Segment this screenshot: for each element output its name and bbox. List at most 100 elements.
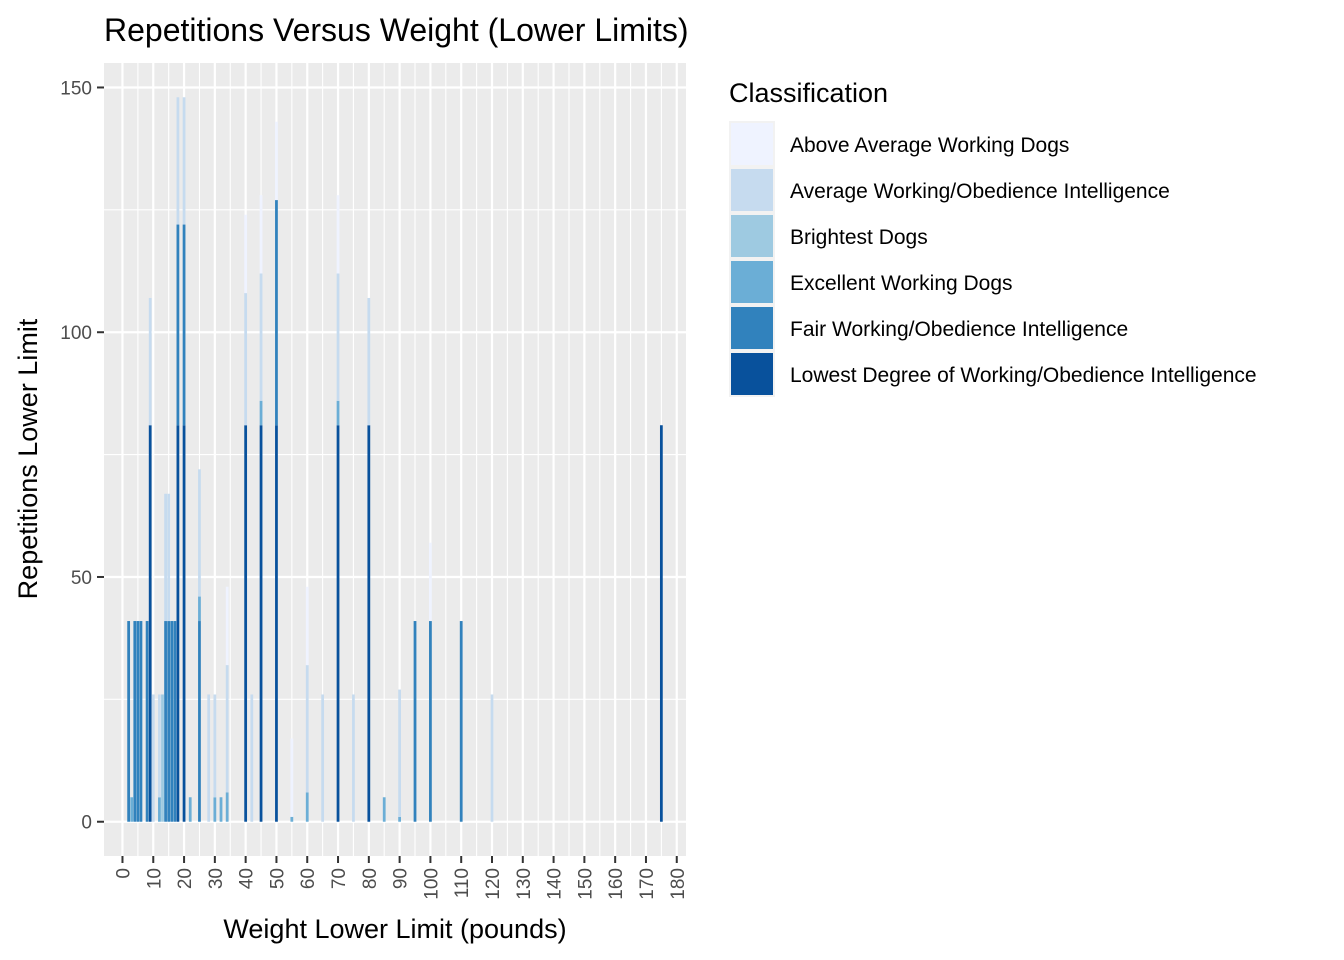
bar-segment [161,694,164,822]
bar-segment [148,297,152,426]
bar-segment [136,621,140,822]
x-tick-label: 180 [668,868,689,900]
bar-segment [207,694,211,822]
bar-segment [244,293,248,426]
bar-segment [182,97,186,225]
bar-segment [259,195,263,274]
legend-label: Fair Working/Obedience Intelligence [790,318,1128,341]
x-tick-label: 90 [391,868,412,889]
bar-segment [198,596,201,622]
x-tick-label: 150 [575,868,596,900]
legend-key [731,215,773,257]
bar-segment [219,797,223,822]
bar-segment [198,621,201,822]
legend-key [731,261,773,303]
bar-segment [429,542,432,622]
bar-segment [167,621,171,822]
x-tick-label: 110 [452,868,473,898]
bar-segment [173,621,177,822]
x-tick-label: 70 [329,868,350,889]
bar-segment [490,694,494,822]
bar-segment [259,273,263,401]
legend-title: Classification [729,78,888,108]
legend-label: Above Average Working Dogs [790,134,1069,157]
legend-key [731,169,773,211]
y-axis: 0 50 100 150 [60,78,104,834]
bar-segment [158,797,161,822]
bar-segment [176,425,180,822]
plot-panel [104,63,686,856]
bar-segment [367,425,371,822]
chart-title: Repetitions Versus Weight (Lower Limits) [104,12,689,48]
bar-segment [213,694,217,798]
legend-key [731,353,773,395]
y-axis-title: Repetitions Lower Limit [13,318,43,599]
bar-segment [352,694,355,822]
x-tick-label: 50 [267,868,288,889]
x-axis-title: Weight Lower Limit (pounds) [223,914,566,944]
x-tick-label: 60 [298,868,319,889]
x-tick-label: 120 [483,868,504,900]
bar-segment [182,224,186,426]
bar-segment [275,425,278,822]
bar-segment [225,586,229,666]
bar-segment [225,665,229,793]
x-tick-label: 20 [175,868,196,889]
bar-segment [145,621,149,822]
bar-segment [336,425,340,822]
y-tick-label: 0 [81,813,92,834]
bar-segment [213,797,217,822]
bar-segment [244,425,248,822]
x-tick-label: 130 [514,868,535,900]
bar-segment [139,621,143,822]
bar-segment [176,224,180,426]
bar-segment [244,214,248,294]
bar-segment [429,621,432,822]
bar-segment [259,400,263,426]
bar-segment [259,425,263,822]
bar-segment [321,694,325,822]
legend-key [731,123,773,165]
bar-segment [398,689,402,817]
x-tick-label: 10 [144,868,165,889]
bar-segment [176,97,180,225]
bar-segment [158,694,161,798]
bar-segment [275,200,278,426]
legend-key [731,307,773,349]
bar-segment [148,425,152,822]
bar-segment [336,400,340,426]
legend-label: Brightest Dogs [790,226,928,249]
bar-segment [413,621,417,822]
legend-label: Lowest Degree of Working/Obedience Intel… [790,364,1257,387]
x-tick-label: 140 [545,868,566,900]
bar-segment [290,738,294,817]
x-tick-label: 160 [606,868,627,900]
bar-segment [305,665,309,793]
bar-segment [198,469,201,597]
bar-segment [164,493,167,622]
bar-segment [382,797,386,822]
y-tick-label: 100 [60,323,92,344]
bar-segment [336,195,340,274]
x-tick-label: 30 [206,868,227,889]
bar-segment [398,816,402,822]
x-tick-label: 100 [421,868,442,900]
bar-segment [305,792,309,822]
x-tick-label: 0 [113,868,134,879]
bar-segment [127,621,131,822]
bar-segment [167,493,171,622]
bar-segment [459,621,463,822]
bar-segment [133,621,137,822]
x-tick-label: 80 [360,868,381,889]
legend-label: Average Working/Obedience Intelligence [790,180,1170,203]
bar-segment [188,797,192,822]
x-axis: 0 10 20 30 40 50 60 70 80 90 100 110 120 130 140 150 160… [113,856,689,900]
bar-segment [336,273,340,401]
bar-segment [367,297,371,426]
x-tick-label: 170 [637,868,658,900]
y-tick-label: 50 [71,568,92,589]
bar-segment [290,816,294,822]
legend-label: Excellent Working Dogs [790,272,1013,295]
bar-segment [305,586,309,666]
